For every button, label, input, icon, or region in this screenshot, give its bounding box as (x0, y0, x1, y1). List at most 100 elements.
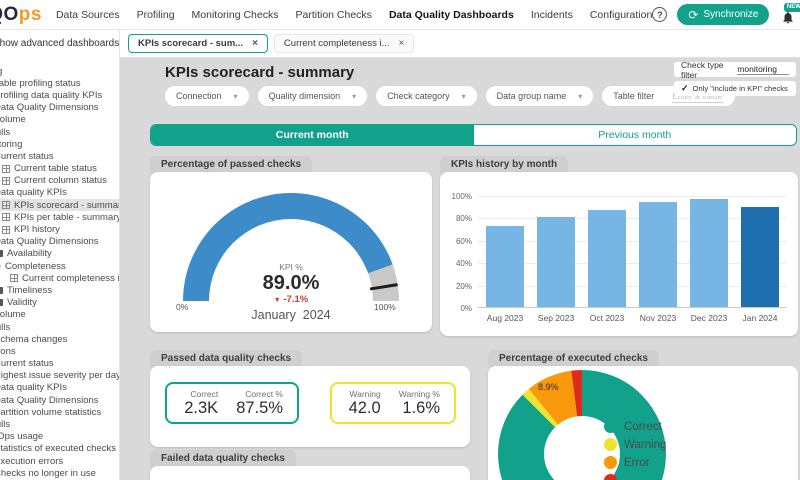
sidebar-item-current-table-status[interactable]: Current table status (0, 163, 119, 175)
sidebar-item-label: Partitions (0, 345, 16, 357)
close-icon[interactable]: × (398, 37, 405, 49)
warning-label: Warning (349, 388, 381, 399)
sidebar-item-label: Nulls (0, 126, 11, 138)
sidebar-item-checks-no-longer-in-use[interactable]: Checks no longer in use (0, 467, 119, 479)
sidebar-item-label: Statistics of executed checks (0, 443, 116, 455)
synchronize-label: Synchronize (703, 9, 759, 20)
filter-check-category[interactable]: Check category ▾ (376, 86, 477, 106)
sidebar-item-data-quality-dimensions[interactable]: Data Quality Dimensions (0, 394, 119, 406)
sidebar-item-nulls[interactable]: Nulls (0, 126, 119, 138)
sidebar-item-data-quality-kpis[interactable]: Data quality KPIs (0, 187, 119, 199)
legend-label: Warning (624, 438, 667, 451)
sidebar-item-completeness[interactable]: Completeness (0, 260, 119, 272)
sidebar-item-partition-volume-statistics[interactable]: Partition volume statistics (0, 406, 119, 418)
kpi-value: 89.0% (262, 272, 320, 294)
tab-current-month[interactable]: Current month (151, 125, 474, 145)
close-icon[interactable]: × (252, 37, 258, 49)
tab-current-completeness-i[interactable]: Current completeness i... × (273, 34, 415, 53)
warning-percent-label: Warning % (398, 388, 440, 399)
y-tick-label: 60% (455, 236, 472, 246)
sidebar-item-timeliness[interactable]: Timeliness (0, 284, 119, 296)
notifications-bell[interactable]: NEW (779, 2, 800, 25)
sidebar-item-execution-errors[interactable]: Execution errors (0, 455, 119, 467)
check-type-filter[interactable]: Check type filter monitoring (674, 59, 796, 80)
sidebar-item-nulls[interactable]: Nulls (0, 321, 119, 333)
sidebar-item-current-column-status[interactable]: Current column status (0, 175, 119, 187)
kpi-delta: ▼ -7.1% (183, 294, 399, 305)
warning-percent-stat: Warning % 1.6% (399, 389, 440, 418)
sidebar-item-kpis-per-table-summary[interactable]: KPIs per table - summary (0, 211, 119, 223)
down-arrow-icon: ▼ (273, 297, 281, 304)
nav-item-data-sources[interactable]: Data Sources (55, 8, 120, 21)
sidebar-item-availability[interactable]: Availability (0, 248, 119, 260)
show-advanced-dashboards-toggle[interactable]: Show advanced dashboards (0, 38, 120, 49)
sidebar-item-table-profiling-status[interactable]: Table profiling status (0, 77, 119, 89)
filter-connection[interactable]: Connection ▾ (165, 86, 249, 106)
nav-item-data-quality-dashboards[interactable]: Data Quality Dashboards (388, 8, 514, 21)
nav-item-incidents[interactable]: Incidents (530, 8, 573, 21)
failed-checks-card (150, 466, 470, 480)
page-title: KPIs scorecard - summary (165, 64, 355, 81)
help-icon[interactable]: ? (652, 7, 668, 22)
sidebar-item-label: Data quality KPIs (0, 382, 67, 394)
gauge-center-readout: KPI % 89.0% ▼ -7.1% January 2024 (183, 262, 399, 322)
refresh-icon: ⟳ (688, 7, 699, 22)
sidebar-item-kpis-scorecard-summary[interactable]: KPIs scorecard - summary (0, 199, 119, 212)
sidebar-item-statistics-of-executed-checks[interactable]: Statistics of executed checks (0, 443, 119, 455)
dimension-folder-icon (0, 299, 3, 307)
nav-item-profiling[interactable]: Profiling (136, 8, 175, 21)
card-header-passed-checks: Passed data quality checks (150, 350, 303, 368)
filter-label: Quality dimension (268, 91, 341, 101)
sidebar-item-label: Volume (0, 309, 26, 321)
sidebar-item-highest-issue-severity-per-day[interactable]: Highest issue severity per day (0, 370, 119, 382)
sidebar-item-label: Table profiling status (0, 77, 81, 89)
bar-dec-2023 (690, 199, 728, 307)
tab-previous-month[interactable]: Previous month (598, 129, 672, 141)
tab-kpis-scorecard-sum[interactable]: KPIs scorecard - sum... × (128, 34, 268, 53)
sidebar-item-label: Execution errors (0, 455, 64, 467)
correct-percent-label: Correct % (245, 388, 283, 399)
nav-item-configuration[interactable]: Configuration (589, 8, 653, 21)
sidebar-item-data-quality-dimensions[interactable]: Data Quality Dimensions (0, 102, 119, 114)
sidebar-item-profiling[interactable]: Profiling (0, 65, 119, 77)
sidebar-item-schema-changes[interactable]: Schema changes (0, 333, 119, 345)
sidebar-item-profiling-data-quality-kpis[interactable]: Profiling data quality KPIs (0, 89, 119, 101)
bell-icon (783, 11, 794, 23)
sidebar-item-volume[interactable]: Volume (0, 114, 119, 126)
sidebar-item-label: Checks no longer in use (0, 467, 96, 479)
sidebar-item-volume[interactable]: Volume (0, 309, 119, 321)
sidebar-item-data-quality-dimensions[interactable]: Data Quality Dimensions (0, 236, 119, 248)
nav-item-monitoring-checks[interactable]: Monitoring Checks (191, 8, 279, 21)
sidebar-item-label: Volume (0, 114, 26, 126)
sidebar-item-label: Current table status (14, 163, 97, 175)
filter-quality-dimension[interactable]: Quality dimension ▾ (257, 86, 368, 106)
include-in-kpi-checkbox[interactable]: ✓ Only "include in KPI" checks (674, 81, 796, 96)
sidebar-item-validity[interactable]: Validity (0, 297, 119, 309)
sidebar-item-dqops-usage[interactable]: DQOps usage (0, 431, 119, 443)
y-tick-label: 80% (455, 214, 472, 224)
sidebar-item-kpi-history[interactable]: KPI history (0, 223, 119, 235)
nav-item-partition-checks[interactable]: Partition Checks (295, 8, 372, 21)
dqops-logo[interactable]: DQOps (0, 4, 42, 26)
sidebar-item-monitoring[interactable]: Monitoring (0, 138, 119, 150)
new-badge: NEW (784, 2, 800, 12)
check-type-filter-value[interactable]: monitoring (737, 64, 789, 75)
sidebar-item-partitions[interactable]: Partitions (0, 345, 119, 357)
dashboard-body: Current month Previous month Percentage … (120, 110, 800, 480)
synchronize-button[interactable]: ⟳ Synchronize (677, 4, 770, 25)
sidebar-item-current-status[interactable]: Current status (0, 358, 119, 370)
y-tick-label: 0% (460, 304, 472, 313)
filter-data-group-name[interactable]: Data group name ▾ (485, 86, 594, 106)
sidebar-item-data-quality-kpis[interactable]: Data quality KPIs (0, 382, 119, 394)
chevron-down-icon: ▾ (461, 91, 466, 101)
dashboard-grid-icon (2, 201, 10, 210)
dashboards-tree: ProfilingTable profiling statusProfiling… (0, 65, 119, 479)
filter-label: Data group name (496, 91, 567, 101)
check-type-filter-label: Check type filter (681, 59, 724, 80)
legend-item-warning: Warning (604, 438, 666, 451)
sidebar-item-nulls[interactable]: Nulls (0, 418, 119, 430)
sidebar-item-current-status[interactable]: Current status (0, 150, 119, 162)
filter-label: Connection (176, 91, 222, 101)
